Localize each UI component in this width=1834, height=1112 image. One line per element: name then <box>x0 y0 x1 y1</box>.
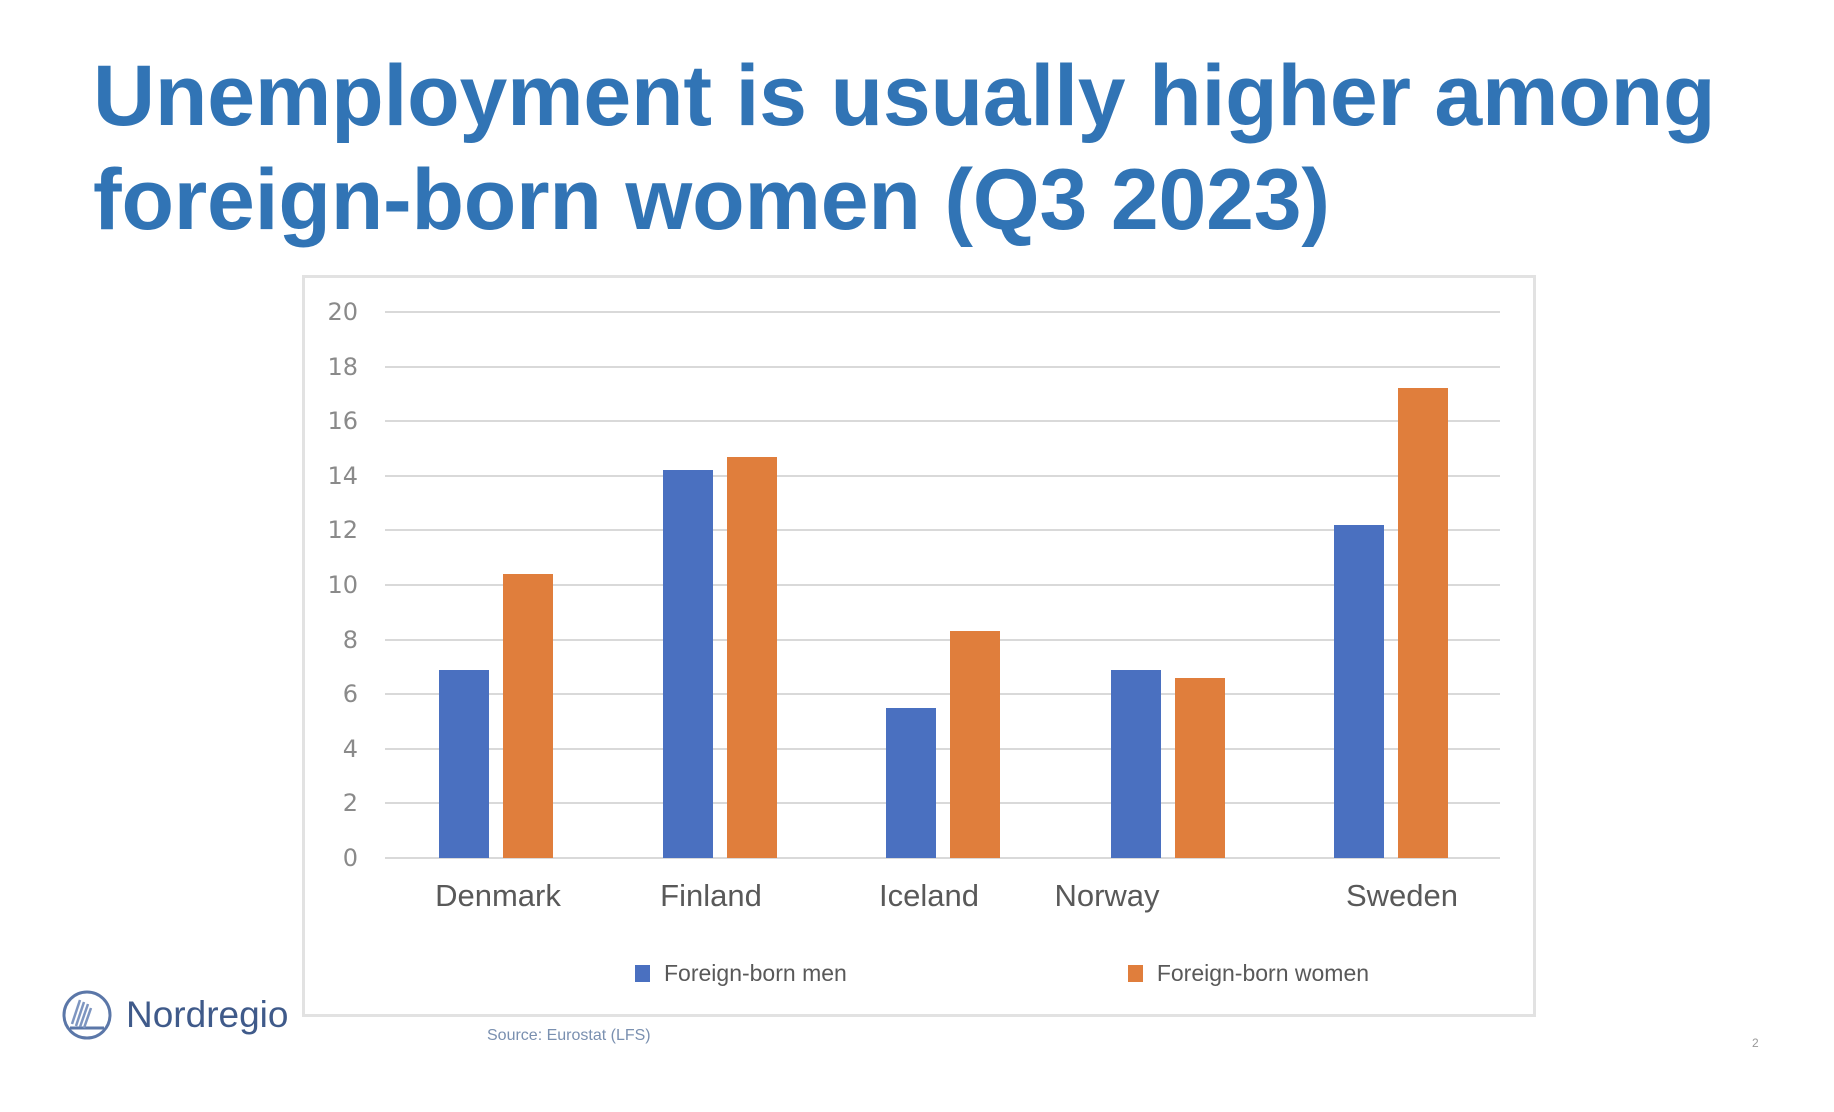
legend-label-women: Foreign-born women <box>1156 960 1370 986</box>
legend-swatch-women <box>1127 964 1143 982</box>
legend-label-men: Foreign-born men <box>664 960 847 986</box>
legend-item-women: Foreign-born women <box>1127 960 1370 986</box>
title-line-2: foreign-born women (Q3 2023) <box>93 152 1330 248</box>
source-note: Source: Eurostat (LFS) <box>487 1027 651 1044</box>
nordregio-logo: Nordregio <box>60 988 288 1042</box>
chart-legend: Foreign-born men Foreign-born women <box>635 958 1419 988</box>
logo-text: Nordregio <box>126 994 289 1035</box>
nordregio-logo-icon <box>62 990 112 1040</box>
slide-title: Unemployment is usually higher among for… <box>93 44 1716 252</box>
legend-item-men: Foreign-born men <box>635 960 847 986</box>
title-line-1: Unemployment is usually higher among <box>93 48 1716 144</box>
legend-swatch-men <box>635 964 650 982</box>
chart-frame <box>302 275 1536 1017</box>
page-number: 2 <box>1752 1036 1759 1050</box>
